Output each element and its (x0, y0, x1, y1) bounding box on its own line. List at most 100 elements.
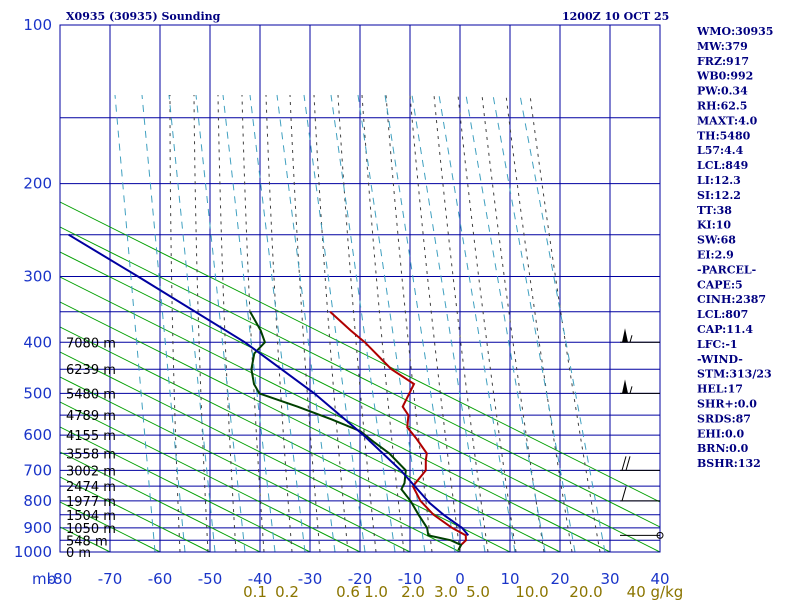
moist-adiabat (265, 94, 293, 552)
dry-adiabat (60, 276, 611, 552)
height-label: 0 m (66, 546, 91, 561)
mixing-ratio-line (276, 94, 336, 552)
wind-barb-feather (621, 456, 627, 471)
moist-adiabat (433, 94, 489, 552)
moist-adiabat (193, 94, 209, 552)
index-line: WMO:30935 (696, 25, 773, 38)
temperature-tick-label: -60 (148, 570, 173, 588)
wind-barb-flag (622, 328, 628, 343)
sounding-datetime: 1200Z 10 OCT 25 (562, 10, 669, 23)
wind-barb-half-feather (629, 386, 633, 394)
height-label: 4789 m (66, 409, 116, 424)
mixing-ratio-line (330, 94, 396, 552)
dry-adiabat (60, 351, 461, 552)
pressure-tick-label: 200 (23, 175, 52, 193)
temperature-tick-label: 0 (455, 570, 465, 588)
temperature-tick-label: -80 (48, 570, 73, 588)
index-line: HEL:17 (697, 383, 743, 396)
height-label: 1504 m (66, 509, 116, 524)
mixing-ratio-line (249, 94, 306, 552)
mixing-ratio-label: 10.0 (515, 583, 548, 600)
dry-adiabat (60, 426, 311, 552)
mixing-ratio-label: 0.2 (275, 583, 299, 600)
temperature-tick-label: -70 (98, 570, 123, 588)
height-label: 3558 m (66, 447, 116, 462)
index-line: EHI:0.0 (697, 427, 744, 440)
index-line: RH:62.5 (697, 100, 747, 113)
pressure-tick-label: 600 (23, 426, 52, 444)
pressure-axis-label: mb (32, 570, 56, 588)
pressure-tick-label: 300 (23, 267, 52, 285)
index-line: CAPE:5 (697, 278, 743, 291)
wind-barb-flag (622, 379, 628, 394)
moist-adiabat (385, 94, 433, 552)
temperature-tick-label: 30 (600, 570, 619, 588)
profiles (68, 233, 470, 551)
index-line: STM:313/23 (697, 368, 772, 381)
temperature-tick-label: -20 (348, 570, 373, 588)
temperature-profile (329, 310, 467, 551)
mixing-ratio-label: 1.0 (364, 583, 388, 600)
index-line: WB0:992 (696, 70, 753, 83)
mixing-ratio-label: 5.0 (466, 583, 490, 600)
temperature-tick-label: 40 (650, 570, 669, 588)
dry-adiabat (60, 226, 660, 528)
temperature-tick-label: 10 (500, 570, 519, 588)
mixing-ratio-label: 2.0 (401, 583, 425, 600)
mixing-ratio-line (168, 94, 216, 552)
mixing-ratio-line (303, 94, 366, 552)
sounding-title: X0935 (30935) Sounding (66, 10, 221, 23)
index-line: PW:0.34 (697, 85, 748, 98)
index-line: LCL:807 (697, 308, 748, 321)
wind-barb-feather (621, 486, 627, 502)
index-line: SHR+:0.0 (697, 398, 757, 411)
wind-barbs (620, 328, 664, 539)
mixing-ratio-label: 0.6 (336, 583, 360, 600)
temperature-tick-label: -10 (398, 570, 423, 588)
mixing-ratio-line (384, 94, 456, 552)
temperature-tick-label: -40 (248, 570, 273, 588)
mixing-ratio-label: 3.0 (434, 583, 458, 600)
mixing-ratio-label: 0.1 (243, 583, 267, 600)
moist-adiabat (409, 94, 461, 552)
mixing-ratio-line (114, 94, 156, 552)
dry-adiabat (60, 251, 660, 552)
moist-adiabat (289, 94, 321, 552)
pressure-tick-label: 900 (23, 519, 52, 537)
index-line: KI:10 (697, 219, 731, 232)
index-line: MAXT:4.0 (697, 114, 758, 127)
pressure-tick-label: 400 (23, 333, 52, 351)
dry-adiabat (0, 0, 10, 552)
index-line: MW:379 (697, 40, 748, 53)
wind-barb (620, 328, 660, 343)
height-label: 4155 m (66, 429, 116, 444)
mixing-ratio-line (492, 94, 576, 552)
grid (0, 0, 660, 552)
mixing-ratio-line (438, 94, 516, 552)
height-label: 7080 m (66, 336, 116, 351)
index-line: LFC:-1 (697, 338, 738, 351)
dry-adiabat (60, 201, 660, 503)
plot-border (59, 24, 661, 553)
wind-barb (620, 531, 664, 539)
pressure-tick-label: 500 (23, 384, 52, 402)
moist-adiabat (505, 94, 573, 552)
moist-adiabat (529, 94, 601, 552)
dry-adiabat (60, 401, 361, 552)
height-label: 1050 m (66, 522, 116, 537)
index-line: -WIND- (697, 353, 743, 366)
index-line: FRZ:917 (697, 55, 749, 68)
index-line: SW:68 (697, 234, 736, 247)
height-label: 548 m (66, 534, 108, 549)
index-line: CINH:2387 (697, 293, 766, 306)
index-line: TT:38 (697, 204, 732, 217)
dry-adiabat (60, 376, 411, 552)
index-line: -PARCEL- (697, 263, 756, 276)
moist-adiabat (457, 94, 517, 552)
dry-adiabat (60, 326, 511, 552)
index-line: SI:12.2 (697, 189, 741, 202)
pressure-tick-label: 1000 (14, 543, 52, 561)
indices-panel: WMO:30935 MW:379 FRZ:917 WB0:992 PW:0.34 RH:6… (696, 25, 773, 470)
parcel-profile (68, 233, 470, 537)
index-line: BSHR:132 (697, 457, 761, 470)
